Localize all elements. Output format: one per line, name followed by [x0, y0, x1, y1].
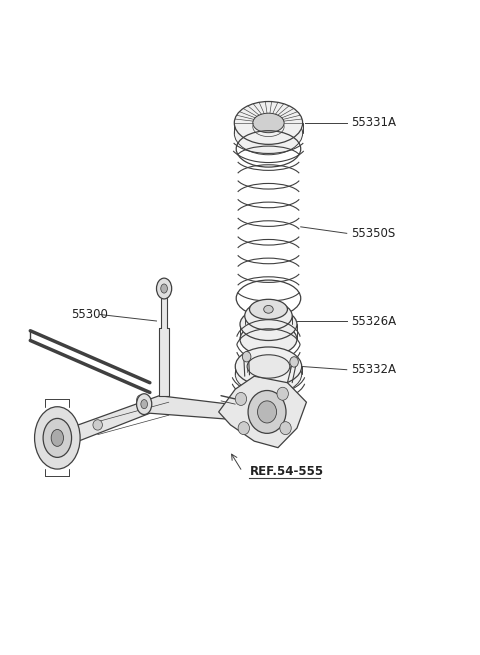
Ellipse shape	[248, 390, 286, 434]
Ellipse shape	[247, 355, 290, 378]
Text: 55331A: 55331A	[351, 117, 396, 130]
Ellipse shape	[141, 400, 147, 409]
Ellipse shape	[240, 308, 297, 341]
Ellipse shape	[242, 352, 251, 362]
Polygon shape	[161, 298, 167, 328]
Ellipse shape	[258, 401, 276, 423]
Text: 55300: 55300	[72, 308, 108, 321]
Ellipse shape	[280, 422, 291, 435]
Ellipse shape	[290, 357, 299, 367]
Text: 55350S: 55350S	[351, 227, 396, 240]
Ellipse shape	[137, 395, 144, 405]
Ellipse shape	[51, 430, 63, 446]
Polygon shape	[67, 396, 240, 445]
Ellipse shape	[93, 420, 102, 430]
Polygon shape	[159, 328, 169, 396]
Ellipse shape	[238, 422, 250, 435]
Ellipse shape	[235, 347, 301, 386]
Polygon shape	[219, 376, 306, 447]
Text: 55332A: 55332A	[351, 364, 396, 376]
Ellipse shape	[234, 102, 302, 144]
Ellipse shape	[264, 305, 273, 313]
Ellipse shape	[234, 112, 302, 155]
Ellipse shape	[253, 113, 284, 133]
Ellipse shape	[137, 394, 152, 415]
Ellipse shape	[235, 355, 301, 394]
Ellipse shape	[250, 299, 288, 320]
Ellipse shape	[240, 323, 297, 356]
Ellipse shape	[161, 284, 168, 293]
Ellipse shape	[235, 392, 247, 405]
Ellipse shape	[35, 407, 80, 469]
Ellipse shape	[43, 419, 72, 457]
Ellipse shape	[245, 301, 292, 330]
Text: 55326A: 55326A	[351, 314, 396, 328]
Ellipse shape	[156, 278, 172, 299]
Ellipse shape	[277, 387, 288, 400]
Text: REF.54-555: REF.54-555	[250, 465, 324, 478]
